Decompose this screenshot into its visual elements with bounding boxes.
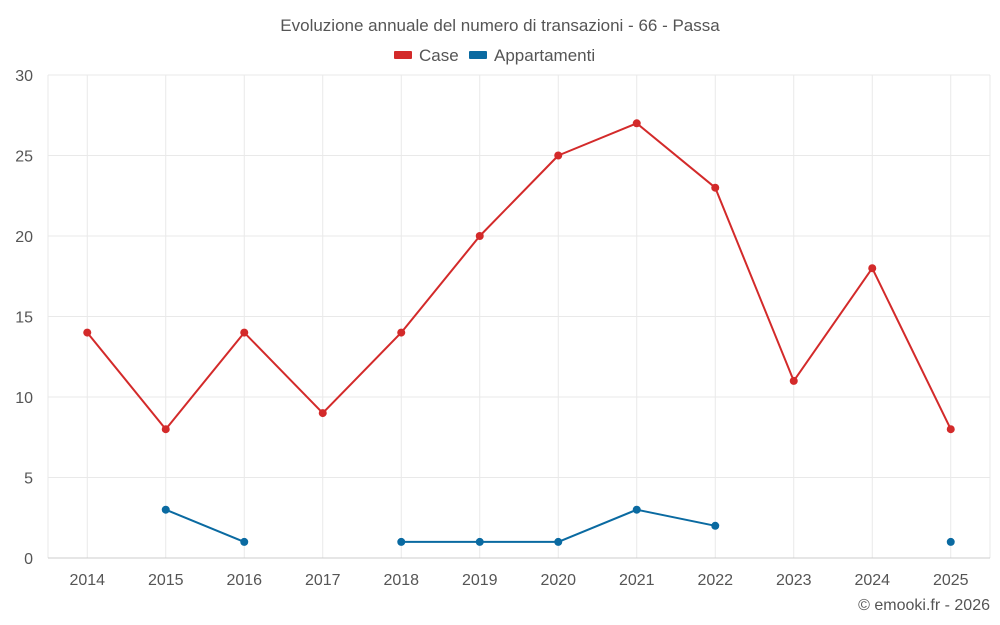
data-point[interactable] xyxy=(554,537,563,546)
data-point[interactable] xyxy=(789,376,798,385)
legend-item-appartamenti[interactable]: Appartamenti xyxy=(469,46,595,65)
series-case xyxy=(83,119,955,434)
credit: © emooki.fr - 2026 xyxy=(858,597,990,614)
data-point[interactable] xyxy=(868,264,877,273)
legend-label-appartamenti: Appartamenti xyxy=(494,46,595,65)
x-tick-label: 2014 xyxy=(69,572,105,589)
data-point[interactable] xyxy=(240,537,249,546)
x-tick-label: 2023 xyxy=(776,572,812,589)
x-tick-label: 2017 xyxy=(305,572,341,589)
data-point[interactable] xyxy=(83,328,92,337)
data-point[interactable] xyxy=(240,328,249,337)
series-line xyxy=(86,122,952,431)
data-point[interactable] xyxy=(475,537,484,546)
y-tick-label: 15 xyxy=(15,310,33,327)
data-point[interactable] xyxy=(711,521,720,530)
data-point[interactable] xyxy=(161,425,170,434)
x-tick-label: 2024 xyxy=(854,572,890,589)
data-point[interactable] xyxy=(161,505,170,514)
series-appartamenti xyxy=(161,505,955,546)
legend-item-case[interactable]: Case xyxy=(394,46,459,65)
series xyxy=(83,119,955,546)
data-point[interactable] xyxy=(397,328,406,337)
data-point[interactable] xyxy=(632,119,641,128)
data-point[interactable] xyxy=(397,537,406,546)
y-tick-label: 0 xyxy=(24,551,33,568)
x-tick-label: 2015 xyxy=(148,572,184,589)
x-tick-label: 2019 xyxy=(462,572,498,589)
legend-swatch-case xyxy=(394,51,412,59)
data-point[interactable] xyxy=(946,425,955,434)
legend-swatch-appartamenti xyxy=(469,51,487,59)
x-tick-label: 2020 xyxy=(540,572,576,589)
y-tick-label: 5 xyxy=(24,471,33,488)
y-tick-label: 20 xyxy=(15,229,33,246)
x-tick-label: 2022 xyxy=(697,572,733,589)
x-axis-ticks: 2014 2015 2016 2017 2018 2019 2020 2021 2022 2023… xyxy=(69,572,968,589)
y-tick-label: 30 xyxy=(15,68,33,85)
data-point[interactable] xyxy=(318,409,327,418)
series-line xyxy=(165,508,245,543)
legend-label-case: Case xyxy=(419,46,459,65)
x-tick-label: 2025 xyxy=(933,572,969,589)
chart-title: Evoluzione annuale del numero di transaz… xyxy=(280,16,720,35)
legend: Case Appartamenti xyxy=(394,46,595,65)
x-tick-label: 2016 xyxy=(226,572,262,589)
data-point[interactable] xyxy=(711,183,720,192)
x-tick-label: 2021 xyxy=(619,572,655,589)
data-point[interactable] xyxy=(946,537,955,546)
data-point[interactable] xyxy=(475,232,484,240)
grid xyxy=(47,74,991,559)
data-point[interactable] xyxy=(632,505,641,514)
x-tick-label: 2018 xyxy=(383,572,419,589)
data-point[interactable] xyxy=(554,151,563,160)
y-tick-label: 25 xyxy=(15,149,33,166)
y-tick-label: 10 xyxy=(15,390,33,407)
y-axis-ticks: 0 5 10 15 20 25 30 xyxy=(15,68,33,568)
